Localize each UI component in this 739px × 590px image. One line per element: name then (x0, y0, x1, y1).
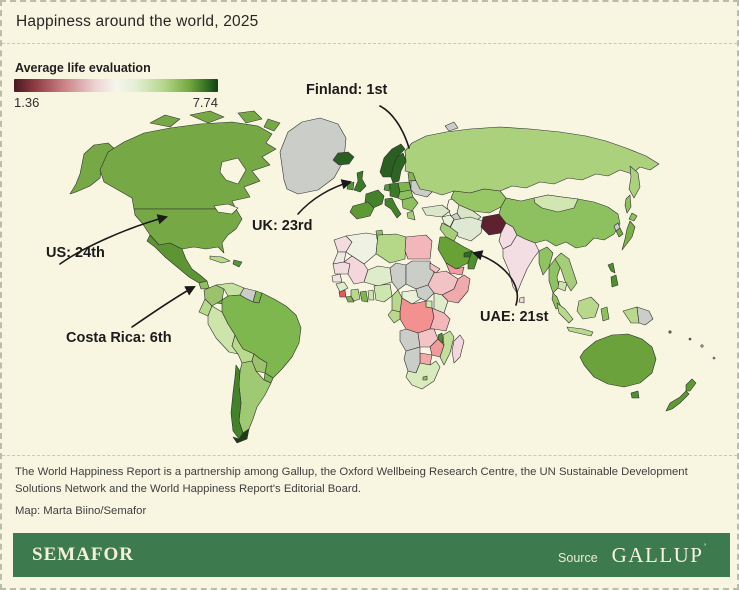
region-zimbabwe (429, 338, 445, 358)
region-liberia (345, 295, 355, 303)
region-chile-tip (232, 428, 250, 444)
region-chile (230, 364, 244, 440)
pacific-island-dot (668, 330, 672, 334)
region-guinea (335, 281, 349, 293)
source-label: Source (558, 550, 598, 565)
region-congo-gabon (387, 309, 401, 324)
region-uk (353, 170, 367, 193)
map-credit: Map: Marta Biino/Semafor (15, 505, 147, 517)
region-iceland (332, 151, 355, 166)
region-norway (379, 143, 406, 178)
region-canada (99, 121, 277, 210)
region-russia (404, 126, 660, 196)
region-kenya (433, 292, 449, 314)
finland-leader-line (379, 105, 410, 149)
region-australia (579, 333, 657, 388)
great-lakes (213, 203, 239, 215)
region-italy (384, 197, 402, 219)
gallup-trademark: ’ (703, 541, 708, 552)
region-sri-lanka (518, 296, 525, 304)
region-hokkaido (628, 212, 638, 222)
world-choropleth-map (59, 105, 716, 444)
region-tanzania (429, 307, 451, 332)
legend-max-value: 7.74 (192, 95, 218, 110)
region-sulawesi (600, 306, 610, 322)
region-new-zealand-north (685, 378, 697, 392)
region-kamchatka (628, 165, 641, 199)
region-senegal (331, 273, 343, 283)
region-syria (441, 214, 455, 228)
region-mongolia (533, 194, 579, 213)
footnote: The World Happiness Report is a partners… (15, 464, 688, 498)
region-java (566, 326, 594, 337)
footnote-line-1: The World Happiness Report is a partners… (15, 466, 688, 478)
region-new-zealand-south (665, 390, 690, 412)
footer-brand-bar: SEMAFOR Source GALLUP’ (13, 533, 730, 577)
region-chad (389, 262, 407, 291)
annotation-uae: UAE: 21st (480, 309, 549, 325)
region-greenland (279, 117, 347, 195)
uk-arrow (297, 179, 353, 215)
semafor-logo: SEMAFOR (32, 544, 134, 565)
region-lesotho (422, 375, 428, 381)
region-ivory-coast (350, 288, 361, 302)
region-south-sudan (415, 284, 435, 302)
region-novaya-zemlya (444, 121, 459, 132)
region-niger (363, 265, 393, 287)
region-japan (621, 220, 636, 251)
region-yemen (445, 262, 465, 276)
region-us (133, 208, 243, 254)
region-madagascar (451, 334, 465, 364)
us-arrow (59, 214, 169, 265)
region-somalia (441, 274, 471, 304)
region-tasmania (630, 390, 640, 399)
region-new-guinea-east (636, 306, 654, 326)
region-hispaniola (232, 259, 243, 268)
region-turkey (421, 204, 451, 218)
pacific-island-dot (712, 356, 716, 360)
page-title: Happiness around the world, 2025 (16, 13, 259, 30)
region-new-guinea-west (622, 306, 640, 324)
region-sumatra (556, 302, 574, 324)
region-mali (343, 255, 369, 285)
region-togo-benin (367, 289, 375, 301)
region-iberia (349, 201, 375, 220)
region-cuba (209, 255, 231, 264)
annotation-us: US: 24th (46, 245, 105, 261)
region-south-africa (405, 360, 441, 390)
title-divider (2, 43, 737, 44)
region-greece (406, 210, 416, 221)
region-sakhalin (624, 194, 632, 214)
region-ghana (359, 290, 369, 303)
region-canada-arctic (149, 110, 281, 132)
annotation-costa-rica: Costa Rica: 6th (66, 330, 172, 346)
source-attribution: Source GALLUP’ (558, 541, 708, 568)
legend-title: Average life evaluation (15, 61, 151, 75)
annotation-finland: Finland: 1st (306, 82, 388, 98)
legend-gradient-bar (14, 79, 218, 92)
region-philippines (607, 262, 619, 288)
pacific-island-dot (688, 337, 692, 341)
region-denmark (383, 183, 391, 192)
region-cambodia (557, 280, 568, 292)
region-libya (375, 233, 407, 264)
hudson-bay (219, 157, 247, 185)
gallup-logo: GALLUP’ (611, 541, 708, 567)
footer-divider (2, 455, 737, 456)
pacific-island-dot (700, 344, 704, 348)
region-egypt (404, 234, 433, 260)
uae-arrow (472, 250, 519, 306)
footnote-line-2: Solutions Network and the World Happines… (15, 483, 362, 495)
region-south-korea (615, 227, 624, 238)
annotation-uk: UK: 23rd (252, 218, 313, 234)
costa-rica-arrow (131, 286, 196, 328)
region-balkans (401, 196, 419, 212)
region-borneo (576, 296, 600, 320)
region-uae (463, 250, 473, 258)
legend-min-value: 1.36 (14, 95, 40, 110)
region-nigeria (373, 283, 393, 303)
region-vietnam-laos (554, 252, 578, 292)
region-mauritania (332, 261, 351, 275)
